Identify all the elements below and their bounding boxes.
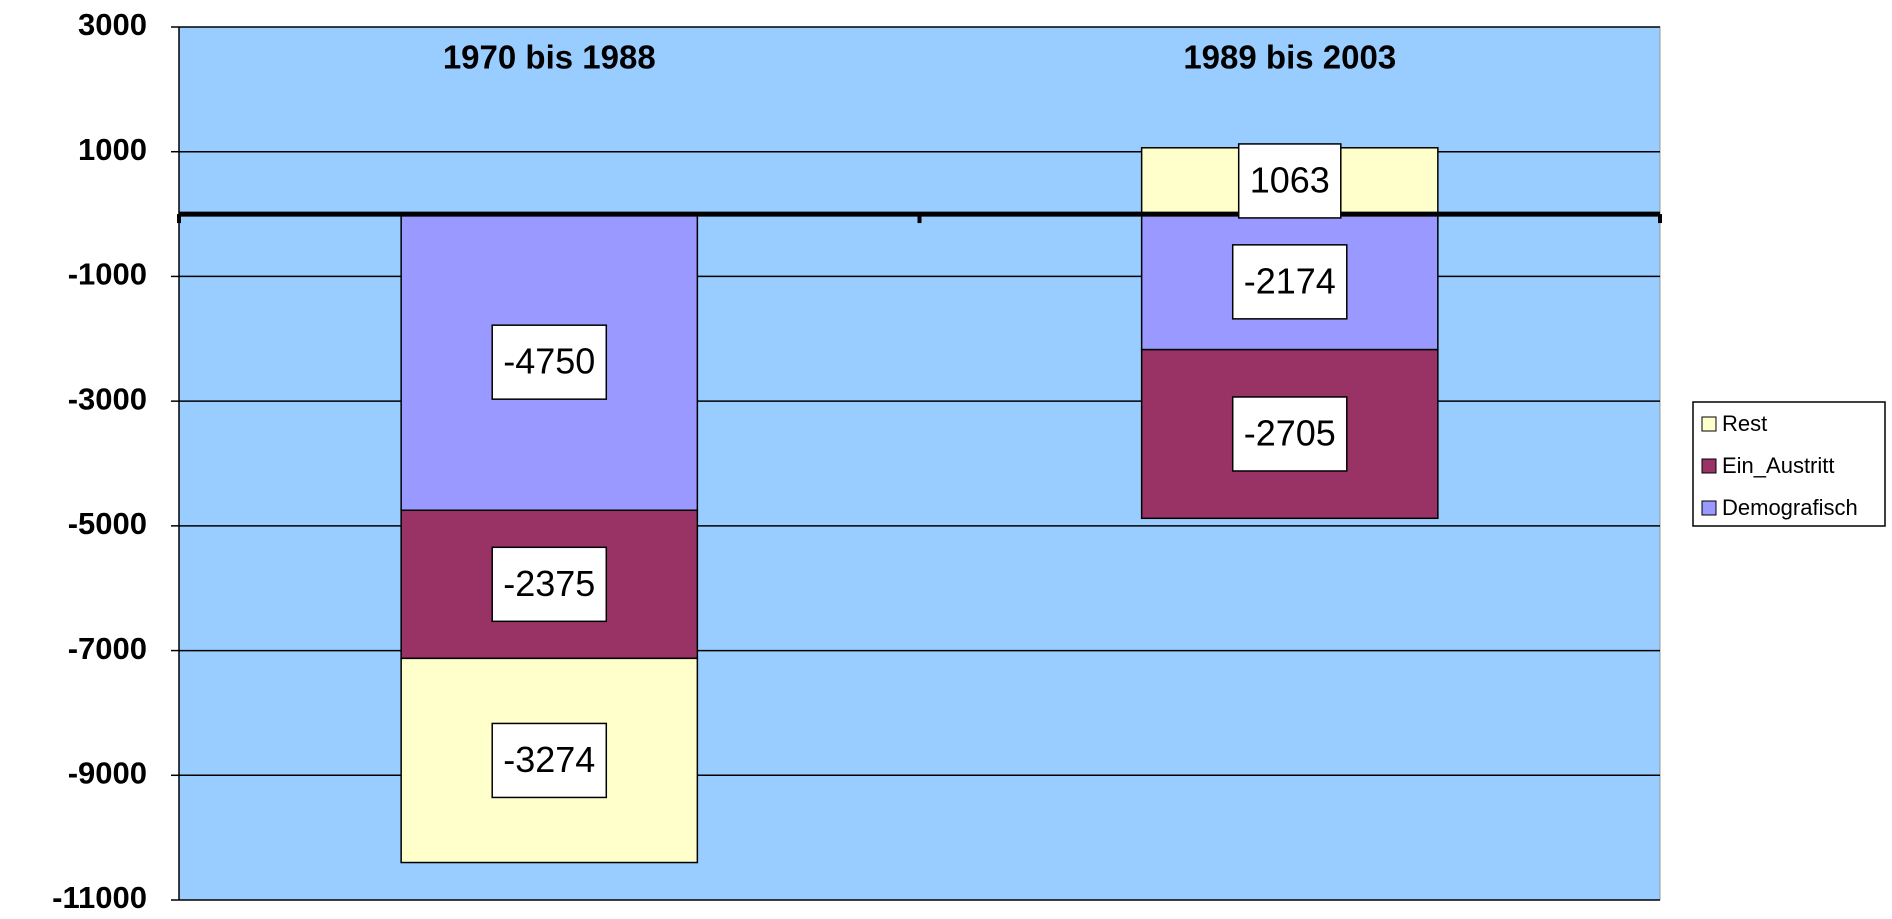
data-label: -4750 bbox=[503, 341, 595, 382]
y-tick-label: -11000 bbox=[52, 880, 147, 915]
data-label-box bbox=[491, 324, 608, 400]
y-tick-label: -7000 bbox=[68, 631, 147, 666]
y-tick-label: -9000 bbox=[68, 755, 147, 790]
y-tick-label: -3000 bbox=[68, 381, 147, 416]
category-label: 1970 bis 1988 bbox=[443, 39, 656, 76]
data-label-box bbox=[1237, 143, 1342, 219]
data-label-box bbox=[1231, 396, 1348, 472]
legend-box bbox=[1692, 401, 1886, 527]
legend-label: Ein_Austritt bbox=[1722, 453, 1835, 478]
legend-swatch bbox=[1701, 458, 1717, 474]
legend-label: Demografisch bbox=[1722, 495, 1858, 520]
legend-label: Rest bbox=[1722, 411, 1767, 436]
data-label: -2705 bbox=[1244, 412, 1336, 453]
data-label: -2375 bbox=[503, 563, 595, 604]
data-label-box bbox=[1231, 244, 1348, 320]
data-label: 1063 bbox=[1250, 159, 1330, 200]
data-label: -3274 bbox=[503, 739, 595, 780]
legend-swatch bbox=[1701, 500, 1717, 516]
y-tick-label: -1000 bbox=[68, 257, 147, 292]
data-label-box bbox=[491, 722, 608, 799]
y-tick-label: -5000 bbox=[68, 506, 147, 541]
data-label-box bbox=[491, 546, 608, 623]
category-label: 1989 bis 2003 bbox=[1183, 39, 1396, 76]
data-label: -2174 bbox=[1244, 260, 1336, 301]
y-tick-label: 3000 bbox=[78, 7, 147, 42]
legend-swatch bbox=[1701, 416, 1717, 432]
y-tick-label: 1000 bbox=[78, 132, 147, 167]
